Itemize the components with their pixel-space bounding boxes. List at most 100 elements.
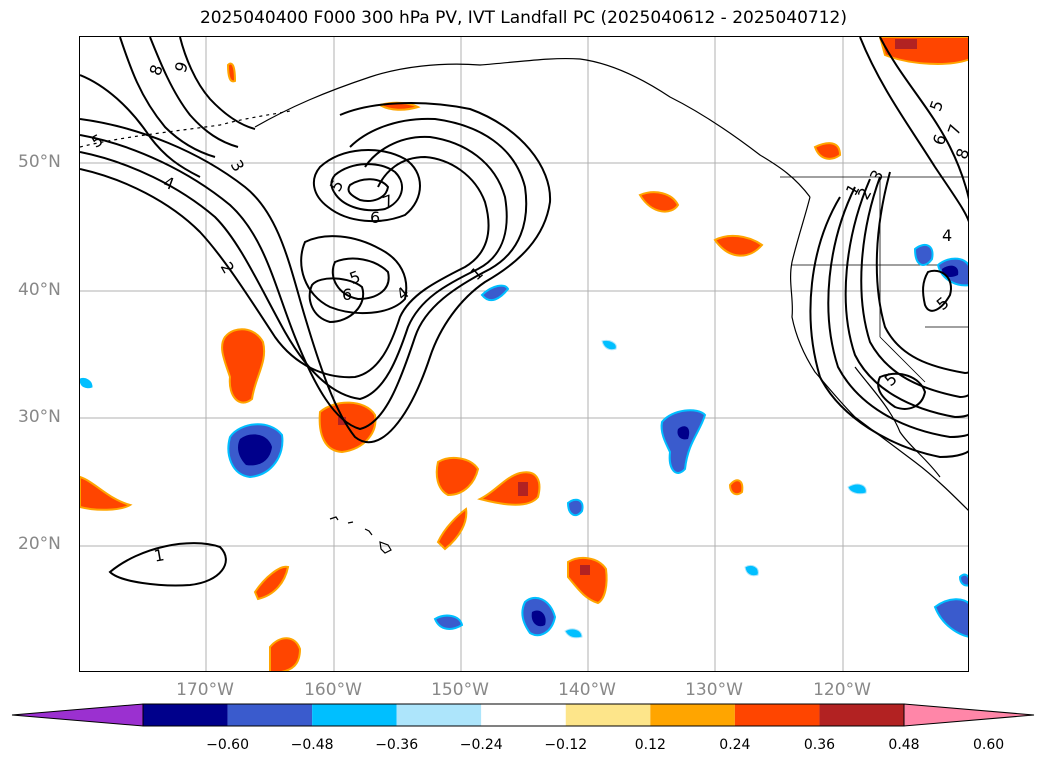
negative-blob bbox=[933, 598, 968, 638]
alaska-coast bbox=[254, 57, 811, 198]
lat-label-20n: 20°N bbox=[18, 534, 61, 554]
colorbar-cell bbox=[650, 704, 735, 726]
negative-blob bbox=[847, 483, 867, 495]
pv-contour bbox=[879, 37, 968, 201]
pv-contour bbox=[108, 542, 227, 587]
baja-california bbox=[854, 366, 941, 478]
nevada-california-border bbox=[879, 336, 926, 383]
contour-label: 4 bbox=[161, 172, 177, 193]
contour-label: 6 bbox=[370, 208, 380, 227]
pv-contour bbox=[922, 269, 952, 312]
negative-blob bbox=[564, 628, 583, 639]
pv-contour bbox=[859, 37, 968, 223]
negative-blob bbox=[744, 564, 759, 577]
colorbar-cell bbox=[312, 704, 397, 726]
positive-blob bbox=[269, 637, 302, 671]
contour-label: 2 bbox=[217, 259, 239, 277]
colorbar-cell bbox=[227, 704, 313, 726]
positive-blob bbox=[221, 328, 266, 404]
contour-label: 4 bbox=[393, 283, 413, 304]
political-borders bbox=[780, 176, 968, 383]
colorbar-extend-high bbox=[903, 703, 1035, 727]
positive-blob bbox=[253, 565, 290, 601]
colorbar-tick-label: 0.12 bbox=[634, 737, 666, 753]
colorbar-cell bbox=[565, 704, 651, 726]
contour-label: 5 bbox=[326, 177, 348, 195]
colorbar-tick-label: 0.60 bbox=[972, 737, 1005, 753]
positive-core bbox=[895, 39, 917, 49]
pv-contour bbox=[877, 372, 927, 410]
positive-blob bbox=[80, 475, 133, 511]
graticule bbox=[80, 37, 968, 671]
map-title: 2025040400 F000 300 hPa PV, IVT Landfall… bbox=[199, 8, 847, 28]
map-canvas: 8 9 5 4 3 5 7 6 2 5 6 4 1 1 5 6 7 8 1 2 … bbox=[80, 37, 968, 671]
pv-contour bbox=[860, 176, 968, 399]
pv-contour bbox=[179, 37, 256, 130]
pv-contour bbox=[331, 257, 390, 301]
colorbar-cell bbox=[819, 704, 904, 726]
lat-label-40n: 40°N bbox=[18, 280, 61, 300]
pv-contour bbox=[330, 163, 404, 212]
positive-blob bbox=[638, 191, 680, 213]
aleutian-islands bbox=[80, 110, 291, 148]
lon-label-130w: 130°W bbox=[685, 680, 743, 700]
colorbar-cell bbox=[734, 704, 820, 726]
contour-label: 9 bbox=[171, 59, 192, 75]
positive-anomalies bbox=[80, 37, 968, 671]
negative-core bbox=[531, 610, 546, 627]
colorbar-cell bbox=[396, 704, 482, 726]
negative-blob bbox=[660, 409, 707, 474]
lon-label-170w: 170°W bbox=[176, 680, 234, 700]
colorbar-outline bbox=[142, 703, 905, 727]
contour-label: 3 bbox=[227, 157, 249, 175]
positive-blob bbox=[567, 556, 608, 605]
lat-label-30n: 30°N bbox=[18, 407, 61, 427]
lon-label-140w: 140°W bbox=[558, 680, 616, 700]
negative-blob bbox=[601, 340, 617, 351]
pv-contour bbox=[347, 178, 390, 202]
pv-contours bbox=[80, 37, 968, 587]
negative-blob bbox=[913, 243, 934, 266]
colorbar-tick-label: −0.60 bbox=[206, 737, 249, 753]
colorbar-tick-label: 0.24 bbox=[719, 737, 751, 753]
negative-anomalies bbox=[80, 243, 968, 639]
pv-contour bbox=[312, 149, 421, 223]
positive-blob bbox=[435, 456, 480, 497]
pv-contour bbox=[809, 196, 968, 459]
contour-label: 8 bbox=[145, 62, 166, 78]
hawaii-islands bbox=[329, 516, 392, 554]
colorbar-tick-label: 0.48 bbox=[888, 737, 920, 753]
colorbar-extend-low bbox=[11, 703, 144, 727]
lon-label-150w: 150°W bbox=[431, 680, 489, 700]
pv-contour bbox=[80, 117, 528, 431]
north-america-west-coast bbox=[789, 196, 968, 511]
negative-blob bbox=[433, 614, 464, 630]
pv-contour bbox=[149, 37, 239, 148]
positive-core bbox=[338, 417, 346, 425]
colorbar-cell bbox=[143, 704, 228, 726]
contour-label: 6 bbox=[929, 132, 950, 148]
colorbar-tick-label: −0.24 bbox=[459, 737, 503, 753]
contour-label: 4 bbox=[942, 226, 952, 245]
pv-contour bbox=[308, 277, 365, 324]
pv-contour bbox=[80, 135, 508, 401]
colorbar-tick-label: 0.36 bbox=[803, 737, 836, 753]
pv-contour bbox=[80, 102, 552, 444]
lon-label-120w: 120°W bbox=[813, 680, 871, 700]
pv-contour bbox=[875, 171, 968, 375]
lon-label-160w: 160°W bbox=[304, 680, 362, 700]
pv-contour bbox=[80, 155, 490, 379]
positive-blob bbox=[436, 507, 468, 551]
colorbar-cells bbox=[11, 703, 1035, 727]
contour-label: 7 bbox=[944, 122, 965, 138]
coastlines bbox=[80, 57, 968, 554]
pv-contour bbox=[844, 178, 968, 419]
negative-core bbox=[677, 426, 690, 440]
contour-label: 6 bbox=[342, 285, 352, 304]
positive-blob bbox=[713, 234, 764, 257]
colorbar-cell bbox=[481, 704, 566, 726]
negative-blob bbox=[480, 284, 510, 302]
map-panel[interactable]: 8 9 5 4 3 5 7 6 2 5 6 4 1 1 5 6 7 8 1 2 … bbox=[79, 36, 969, 672]
colorbar-tick-label: −0.12 bbox=[544, 737, 588, 753]
pv-contour bbox=[80, 74, 201, 178]
